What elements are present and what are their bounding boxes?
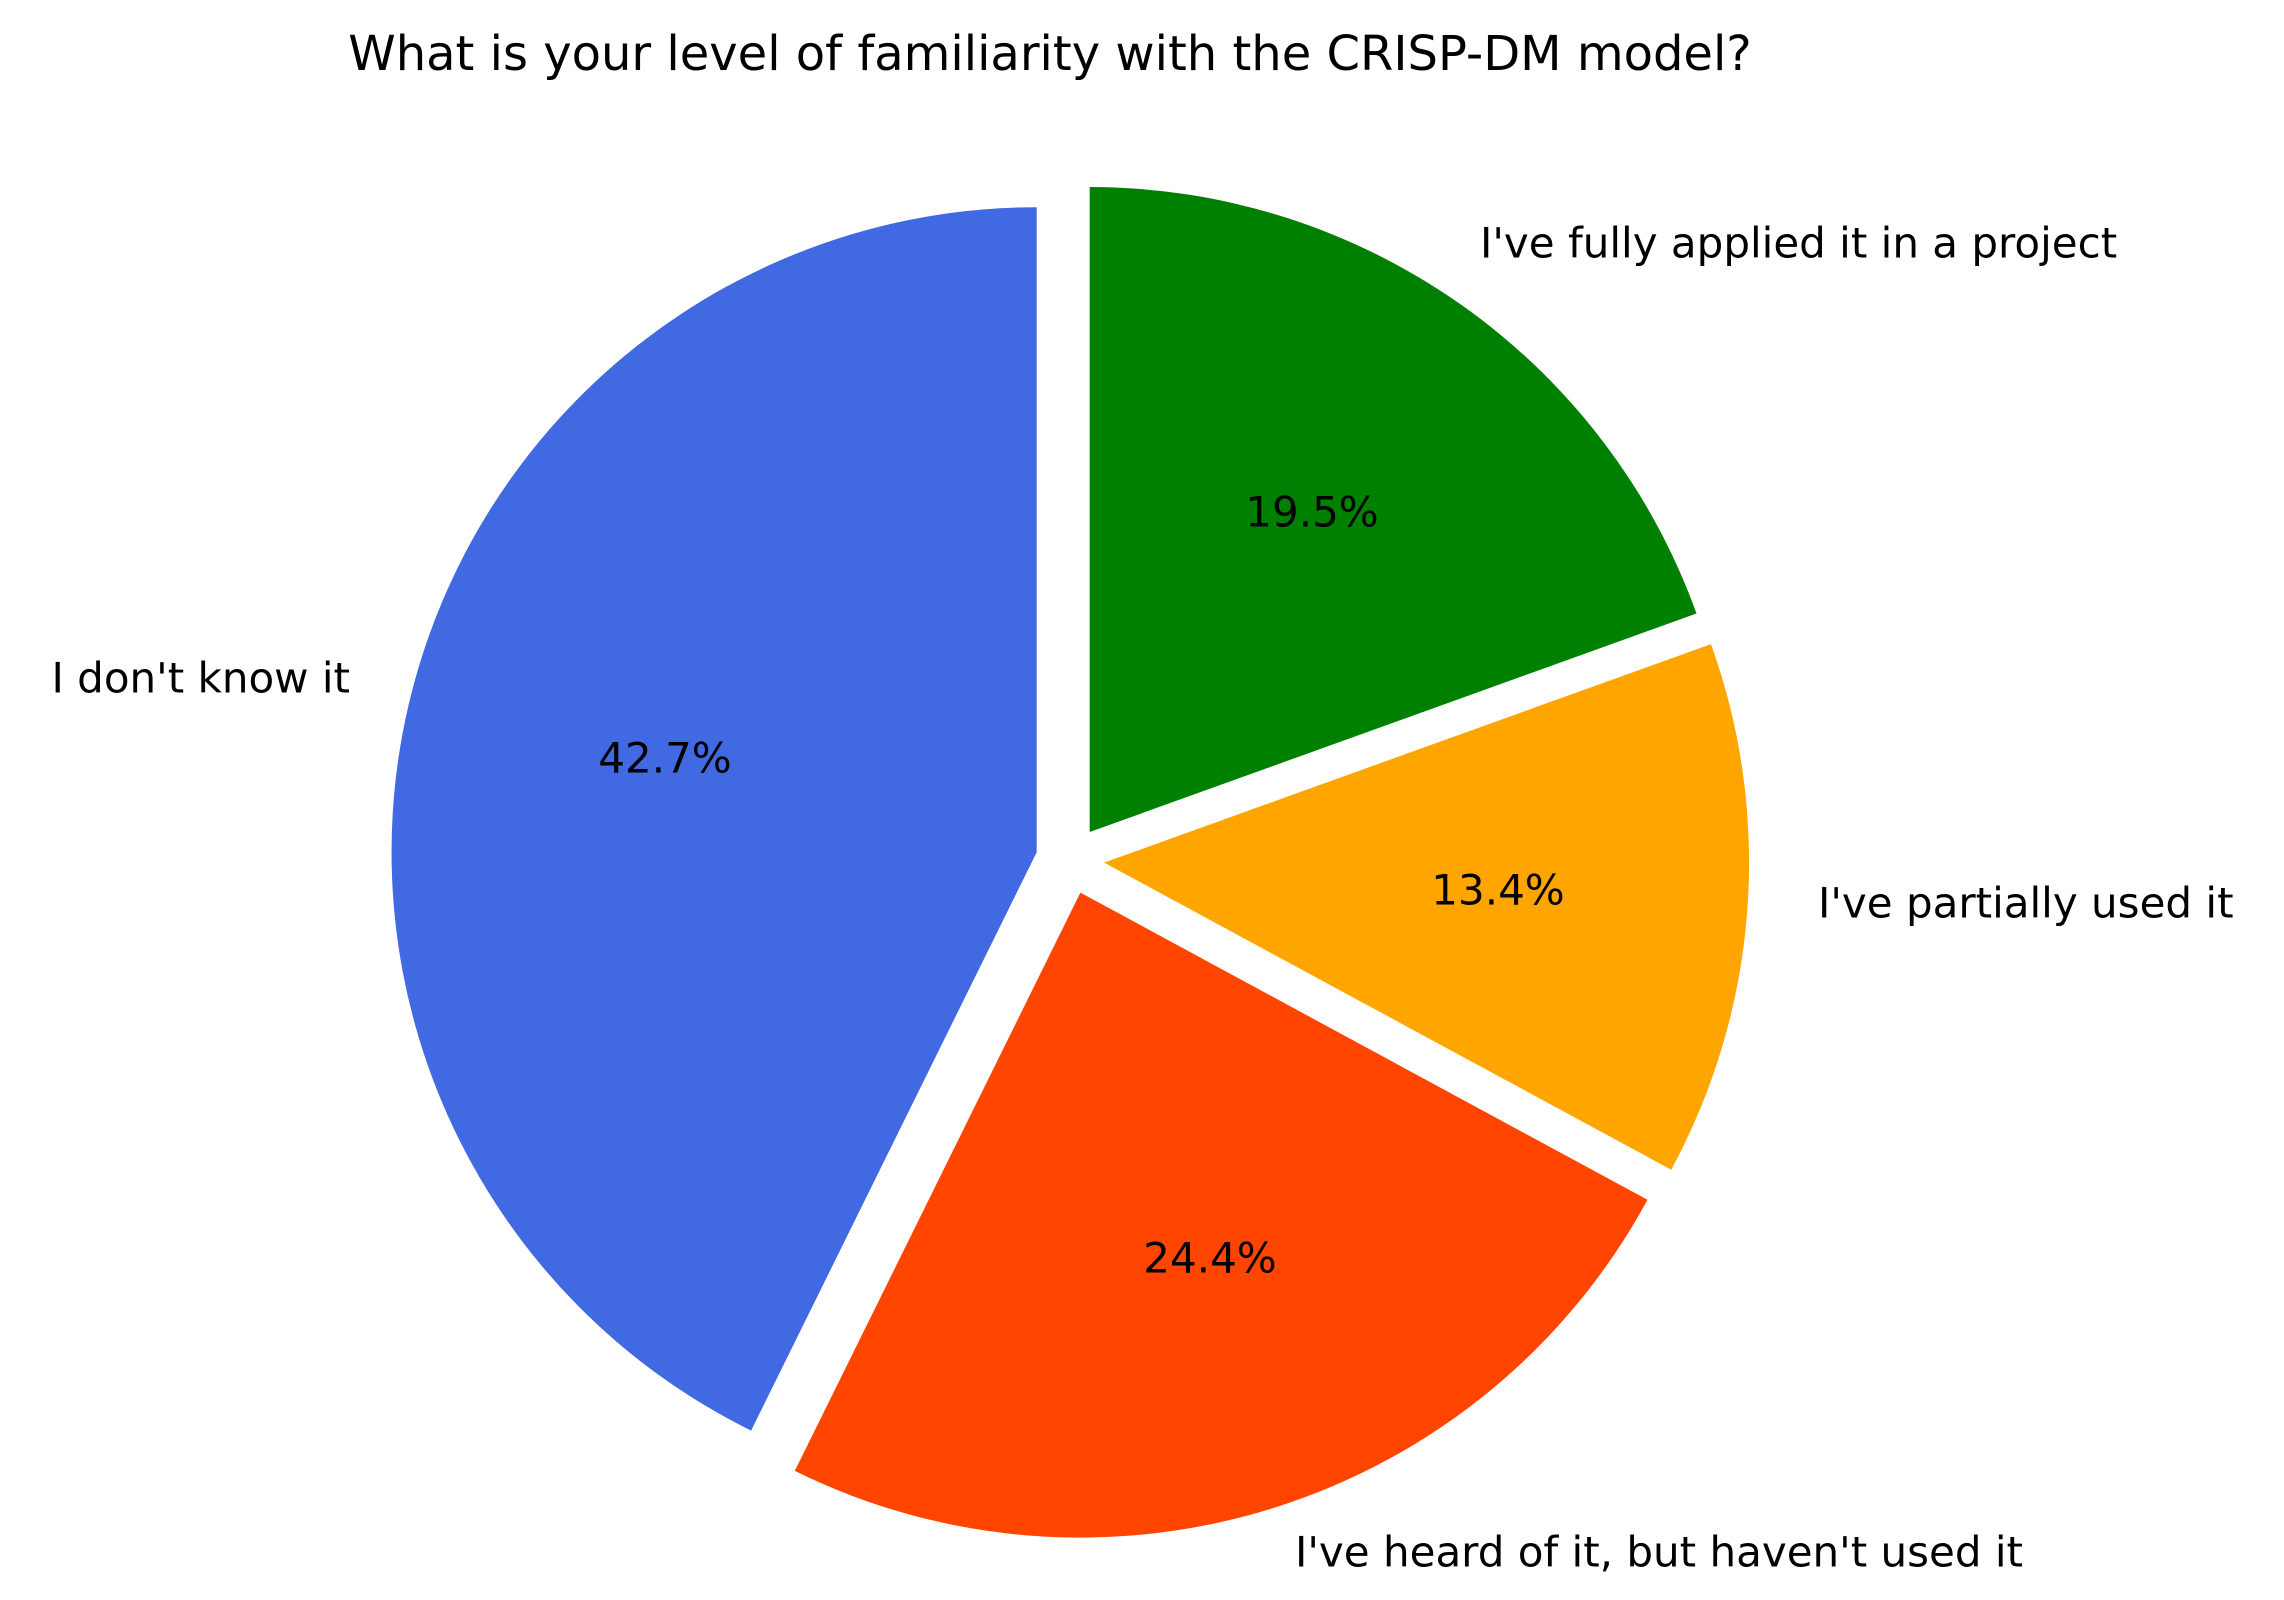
slice-label-dont-know-it: I don't know it — [51, 653, 350, 703]
chart-title: What is your level of familiarity with t… — [348, 26, 1752, 82]
slice-percent-partially-used: 13.4% — [1431, 865, 1565, 915]
pie-slice-fully-applied — [1089, 187, 1697, 832]
pie-slice-dont-know-it — [391, 207, 1037, 1431]
slice-label-heard-of-it: I've heard of it, but haven't used it — [1295, 1527, 2024, 1577]
slice-percent-dont-know-it: 42.7% — [598, 733, 732, 783]
slice-percent-heard-of-it: 24.4% — [1143, 1233, 1277, 1283]
slice-label-fully-applied: I've fully applied it in a project — [1480, 218, 2118, 268]
slice-label-partially-used: I've partially used it — [1818, 878, 2234, 928]
pie-slice-partially-used — [1104, 644, 1750, 1170]
pie-slice-heard-of-it — [794, 892, 1648, 1538]
slice-percent-fully-applied: 19.5% — [1245, 487, 1379, 537]
